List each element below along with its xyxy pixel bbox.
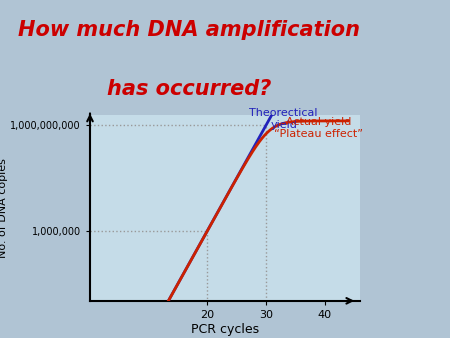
Text: How much DNA amplification: How much DNA amplification bbox=[18, 20, 360, 40]
X-axis label: PCR cycles: PCR cycles bbox=[191, 323, 259, 336]
Y-axis label: No. of DNA copies: No. of DNA copies bbox=[0, 158, 8, 258]
Text: Theorectical
yield: Theorectical yield bbox=[249, 108, 318, 129]
Text: has occurred?: has occurred? bbox=[107, 79, 271, 99]
Text: Actual yield
“Plateau effect”: Actual yield “Plateau effect” bbox=[274, 117, 364, 139]
